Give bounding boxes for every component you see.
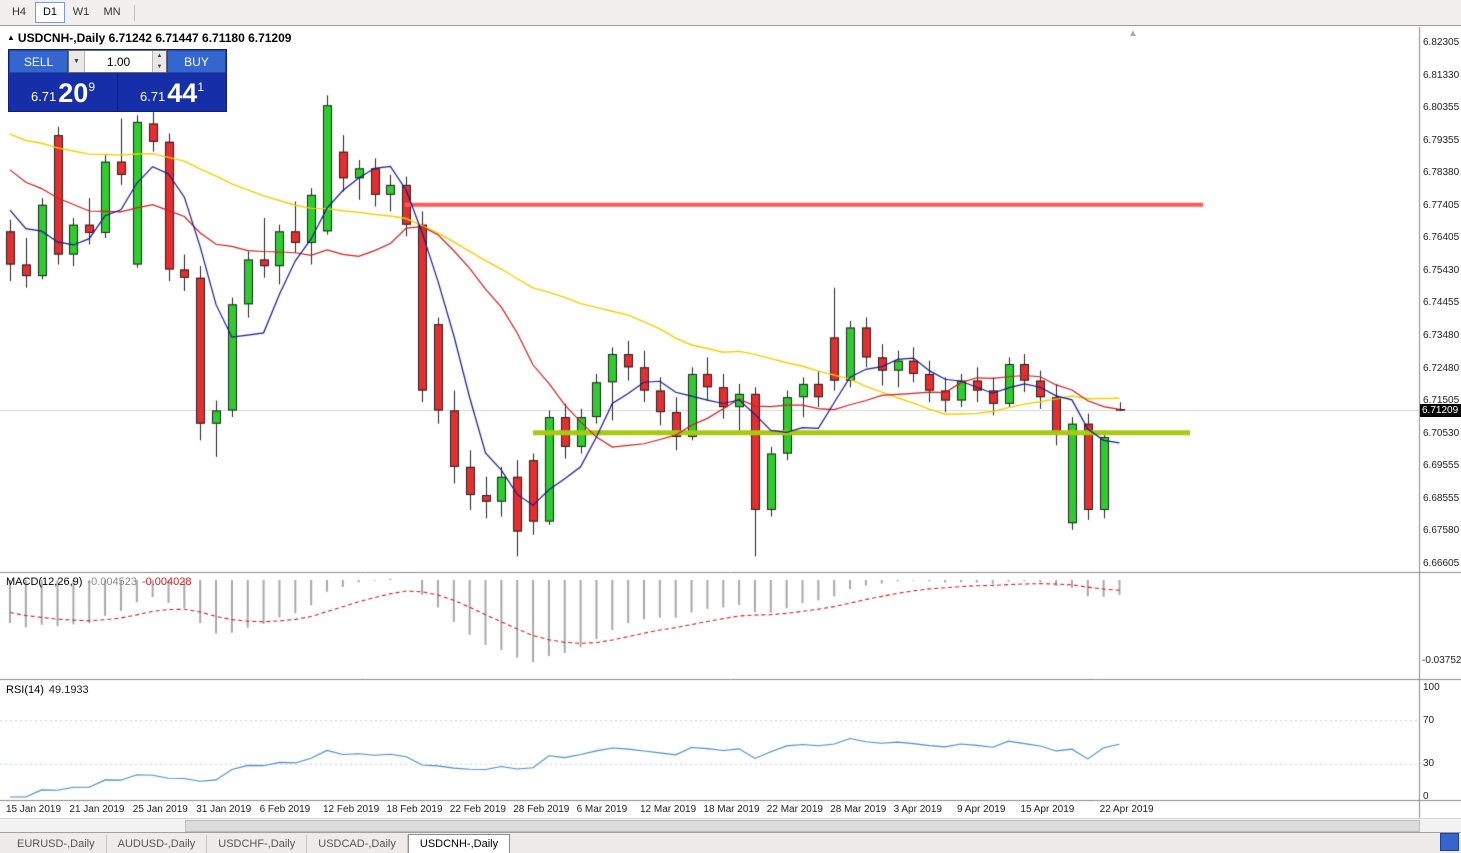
price-axis-label: 6.73480 <box>1423 330 1460 342</box>
buy-price[interactable]: 6.71 44 1 <box>117 73 226 111</box>
chart-tab-usdcnh[interactable]: USDCNH-,Daily <box>407 834 511 853</box>
price-axis-label: 6.78380 <box>1423 167 1460 179</box>
date-axis-label: 22 Feb 2019 <box>449 804 506 815</box>
macd-indicator-label: MACD(12,26,9) -0.004523 -0.004028 <box>6 576 192 588</box>
price-axis-label: 6.68555 <box>1423 492 1460 504</box>
sell-price-big: 20 <box>58 78 89 108</box>
date-axis-label: 12 Feb 2019 <box>323 804 380 815</box>
sell-button[interactable]: SELL <box>9 50 68 73</box>
timeframe-button-w1[interactable]: W1 <box>72 6 90 18</box>
macd-value-signal: -0.004028 <box>141 576 192 588</box>
scrollbar-thumb[interactable] <box>185 820 1420 832</box>
price-axis-label: 6.70530 <box>1423 427 1460 439</box>
date-axis-label: 9 Apr 2019 <box>957 804 1006 815</box>
date-axis-label: 18 Feb 2019 <box>386 804 443 815</box>
rsi-indicator-label: RSI(14) 49.1933 <box>6 684 89 696</box>
price-axis-label: 6.82305 <box>1423 37 1460 48</box>
chart-tab-usdchf[interactable]: USDCHF-,Daily <box>207 835 308 853</box>
price-axis-label: 6.66605 <box>1423 557 1460 569</box>
price-axis-label: 6.69555 <box>1423 460 1460 472</box>
timeframe-toolbar: H4 D1 W1 MN <box>0 0 1461 26</box>
date-axis-label: 22 Mar 2019 <box>766 804 823 815</box>
rsi-axis-label: 30 <box>1423 758 1435 770</box>
price-axis-label: 6.71505 <box>1423 395 1460 407</box>
sell-price-small: 6.71 <box>30 89 57 104</box>
price-axis-label: 6.80355 <box>1423 102 1460 114</box>
rsi-axis-label: 100 <box>1423 682 1440 693</box>
volume-value[interactable]: 1.00 <box>106 54 131 69</box>
tab-scroll-button[interactable] <box>1440 833 1459 851</box>
date-axis-label: 6 Feb 2019 <box>259 804 311 815</box>
chart-tab-audusd[interactable]: AUDUSD-,Daily <box>107 835 208 853</box>
date-axis-label: 15 Jan 2019 <box>6 804 62 815</box>
date-axis-label: 3 Apr 2019 <box>893 804 942 815</box>
timeframe-button-d1[interactable]: D1 <box>35 2 65 23</box>
buy-button[interactable]: BUY <box>167 50 226 73</box>
date-axis-label: 22 Apr 2019 <box>1099 804 1154 815</box>
rsi-axis-label: 0 <box>1423 791 1429 802</box>
price-axis-label: 6.76405 <box>1423 232 1460 244</box>
current-price-text: 6.71209 <box>1422 405 1459 417</box>
rsi-name: RSI(14) <box>6 684 44 696</box>
macd-value-main: -0.004523 <box>87 576 137 588</box>
timeframe-button-h4[interactable]: H4 <box>11 6 27 18</box>
buy-price-sup: 1 <box>197 80 205 94</box>
price-axis-label: 6.75430 <box>1423 264 1460 276</box>
date-axis-label: 28 Mar 2019 <box>830 804 887 815</box>
buy-price-small: 6.71 <box>139 89 166 104</box>
chart-tab-usdcad[interactable]: USDCAD-,Daily <box>307 835 408 853</box>
rsi-axis-label: 70 <box>1423 714 1435 726</box>
chart-title-text: USDCNH-,Daily 6.71242 6.71447 6.71180 6.… <box>17 31 292 45</box>
chart-shift-marker-icon[interactable]: ▲ <box>1128 28 1138 39</box>
date-axis-label: 28 Feb 2019 <box>513 804 570 815</box>
timeframe-button-mn[interactable]: MN <box>103 6 121 18</box>
price-axis-label: 6.81330 <box>1423 69 1460 81</box>
chart-tabs: EURUSD-,Daily AUDUSD-,Daily USDCHF-,Daily U… <box>6 834 511 853</box>
chart-tab-eurusd[interactable]: EURUSD-,Daily <box>6 835 107 853</box>
date-axis-label: 6 Mar 2019 <box>576 804 628 815</box>
date-axis-label: 12 Mar 2019 <box>640 804 697 815</box>
timeframe-buttons: H4 D1 W1 MN <box>4 2 128 23</box>
sell-price-sup: 9 <box>88 80 96 94</box>
chart-tabs-bar: EURUSD-,Daily AUDUSD-,Daily USDCHF-,Daily U… <box>0 832 1461 853</box>
volume-spinner[interactable]: ▲ ▼ <box>152 51 166 72</box>
current-price-badge: 6.71209 <box>1420 404 1461 418</box>
one-click-trading-panel: SELL ▼ 1.00 ▲ ▼ BUY 6.71 20 9 6.71 44 1 <box>8 49 227 112</box>
toolbar-divider <box>134 4 135 21</box>
price-axis-label: 6.77405 <box>1423 199 1460 211</box>
sell-price[interactable]: 6.71 20 9 <box>9 73 117 111</box>
price-axis-label: 6.67580 <box>1423 525 1460 537</box>
macd-name: MACD(12,26,9) <box>6 576 83 588</box>
macd-axis-min: -0.03752 <box>1422 655 1461 666</box>
buy-price-big: 44 <box>167 78 198 108</box>
chart-title: ▲ USDCNH-,Daily 6.71242 6.71447 6.71180 6… <box>7 31 291 45</box>
date-axis-label: 18 Mar 2019 <box>703 804 760 815</box>
price-axis-label: 6.74455 <box>1423 297 1460 309</box>
horizontal-scrollbar[interactable] <box>0 818 1461 832</box>
price-axis-label: 6.72480 <box>1423 362 1460 374</box>
date-axis-label: 21 Jan 2019 <box>69 804 125 815</box>
date-axis-label: 25 Jan 2019 <box>132 804 188 815</box>
date-axis-label: 31 Jan 2019 <box>196 804 252 815</box>
volume-spin-up-icon[interactable]: ▲ <box>153 51 166 62</box>
volume-dropdown-icon[interactable]: ▼ <box>69 51 85 72</box>
volume-spin-down-icon[interactable]: ▼ <box>153 61 166 72</box>
volume-input[interactable]: ▼ 1.00 ▲ ▼ <box>68 50 167 73</box>
chart-marker-icon: ▲ <box>7 33 15 42</box>
price-axis-label: 6.79355 <box>1423 134 1460 146</box>
rsi-value: 49.1933 <box>48 684 89 696</box>
date-axis-label: 15 Apr 2019 <box>1020 804 1075 815</box>
